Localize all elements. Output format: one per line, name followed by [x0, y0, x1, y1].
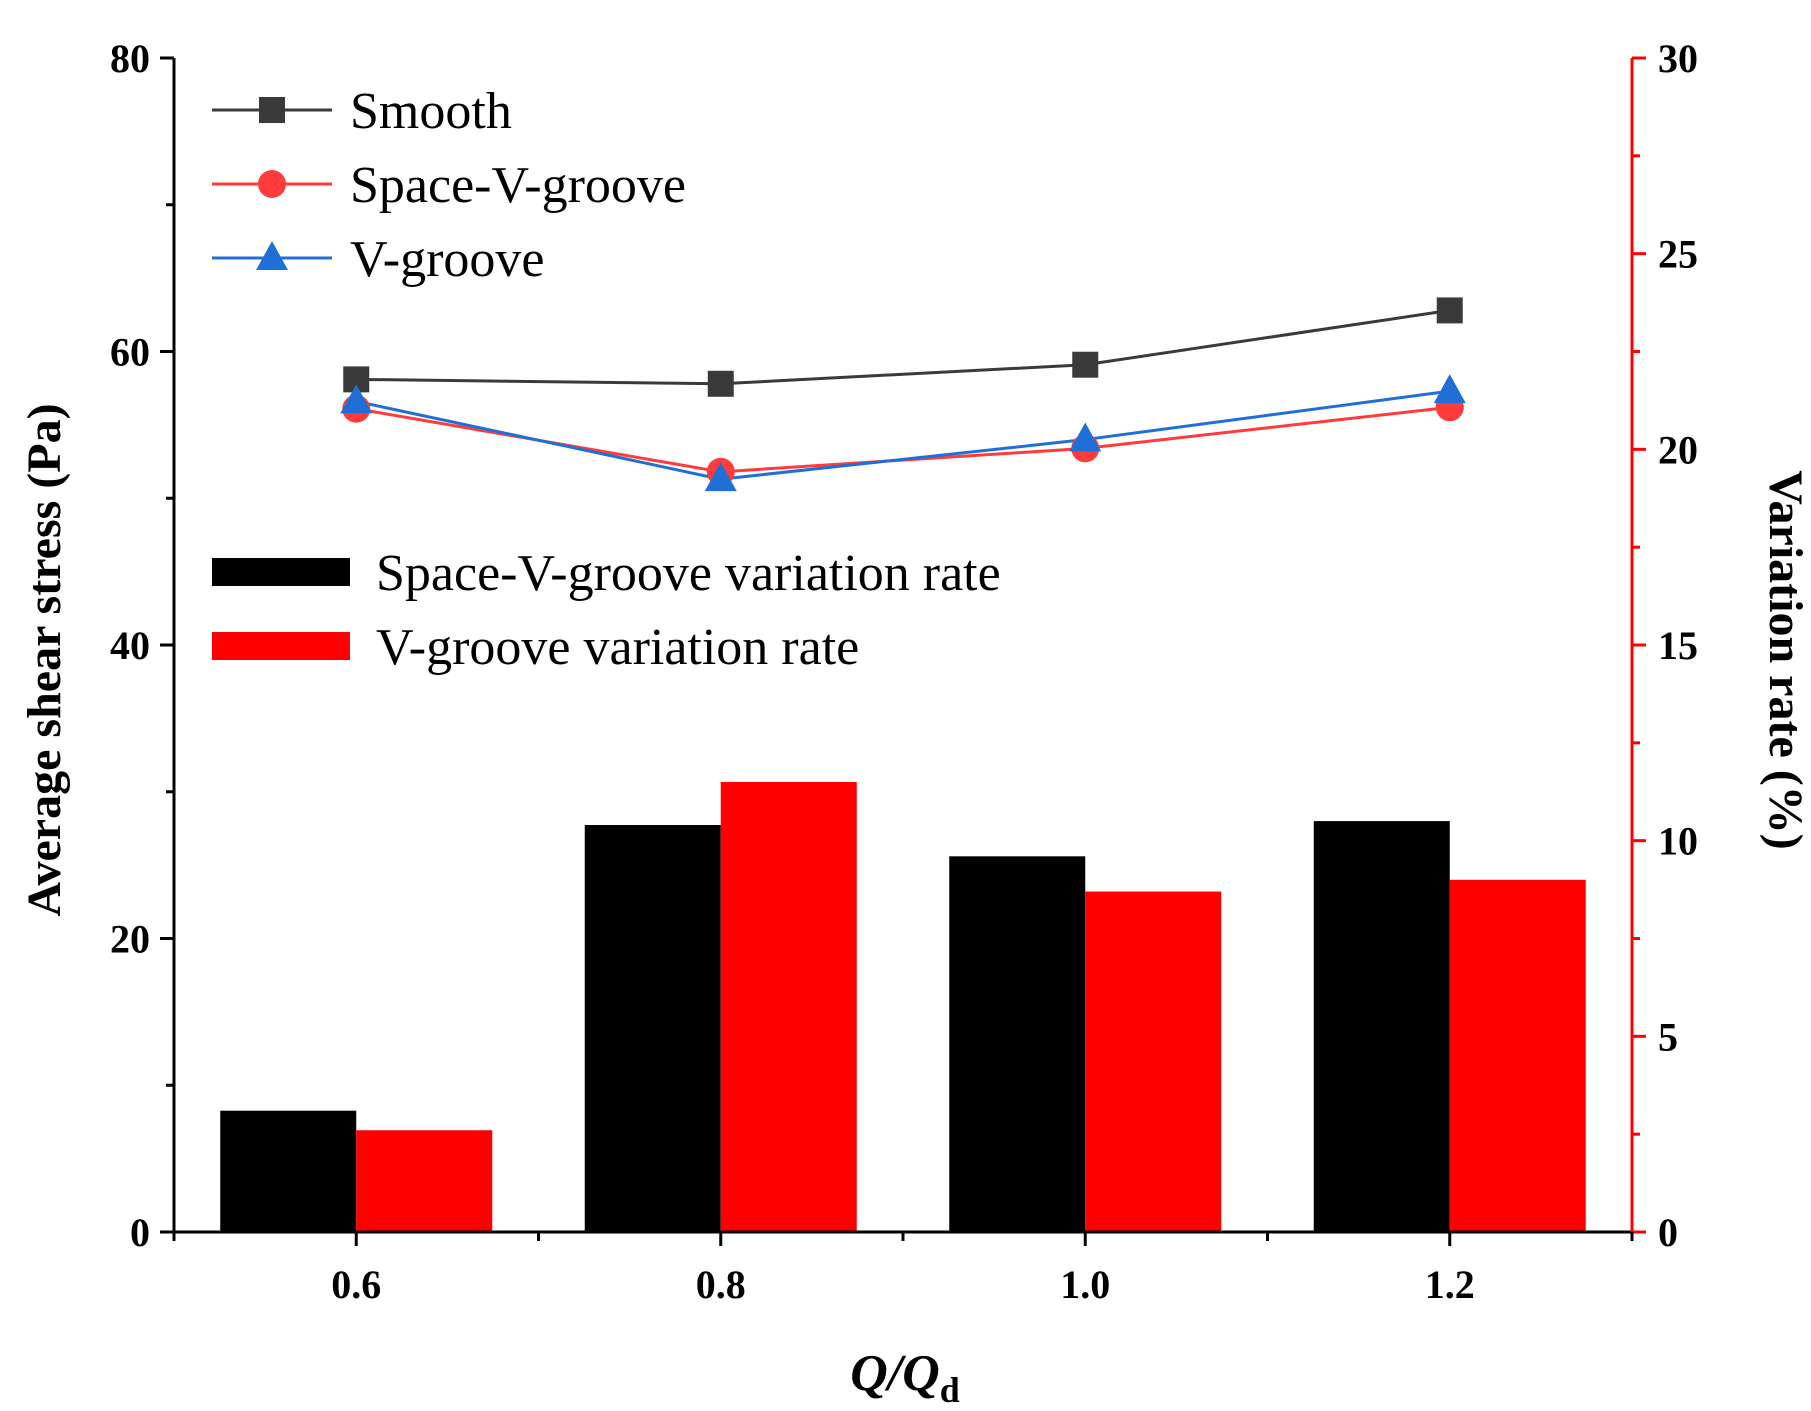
- y-left-tick-label: 20: [110, 917, 150, 962]
- line-smooth: [356, 308, 1450, 386]
- y-axis-right-title: Variation rate (%): [1759, 470, 1811, 849]
- legend-marker-smooth: [259, 97, 285, 123]
- legend-marker-v-groove: [256, 241, 288, 270]
- legend-swatch-space-v-groove-variation-rate: [212, 558, 350, 586]
- x-tick-label: 1.2: [1425, 1262, 1475, 1307]
- legend-marker-space-v-groove: [258, 170, 286, 198]
- bar-v-groove-2: [1085, 891, 1222, 1232]
- y-left-tick-label: 60: [110, 330, 150, 375]
- legend: Smooth Space-V-groove V-groove Space-V-groo…: [212, 83, 1001, 676]
- x-axis-title: Q/Qd: [850, 1345, 960, 1410]
- y-right-tick-label: 10: [1658, 819, 1698, 864]
- point-v-groove-2: [1069, 422, 1102, 452]
- legend-label-smooth: Smooth: [350, 83, 512, 140]
- y-right-tick-label: 0: [1658, 1210, 1678, 1255]
- x-axis-title-subscript: d: [940, 1370, 960, 1410]
- legend-label-space-v-groove: Space-V-groove: [350, 157, 686, 214]
- bar-space-v-groove-2: [949, 856, 1086, 1232]
- bar-space-v-groove-0: [220, 1110, 357, 1232]
- y-right-tick-label: 25: [1658, 232, 1698, 277]
- y-right-tick-label: 30: [1658, 36, 1698, 81]
- y-left-tick-label: 80: [110, 36, 150, 81]
- legend-swatch-v-groove-variation-rate: [212, 632, 350, 660]
- legend-label-v-groove-variation-rate: V-groove variation rate: [376, 619, 859, 676]
- x-tick-label: 0.6: [331, 1262, 381, 1307]
- bar-space-v-groove-3: [1313, 821, 1450, 1232]
- legend-label-v-groove: V-groove: [350, 231, 545, 288]
- y-right-tick-label: 15: [1658, 623, 1698, 668]
- bar-layer: [220, 781, 1586, 1232]
- bar-v-groove-0: [356, 1130, 493, 1232]
- point-v-groove-3: [1433, 374, 1466, 404]
- point-smooth-1: [707, 370, 734, 397]
- point-smooth-3: [1436, 297, 1463, 324]
- bar-v-groove-3: [1449, 879, 1586, 1232]
- x-tick-label: 0.8: [696, 1262, 746, 1307]
- legend-label-space-v-groove-variation-rate: Space-V-groove variation rate: [376, 545, 1001, 602]
- x-tick-label: 1.0: [1060, 1262, 1110, 1307]
- bar-v-groove-1: [720, 781, 857, 1232]
- point-v-groove-1: [704, 462, 737, 492]
- line-v-groove: [355, 389, 1450, 481]
- y-left-tick-label: 0: [130, 1210, 150, 1255]
- y-right-tick-label: 5: [1658, 1014, 1678, 1059]
- line-layer: [340, 297, 1466, 492]
- y-right-tick-label: 20: [1658, 427, 1698, 472]
- y-axis-left-title: Average shear stress (Pa): [18, 403, 71, 916]
- x-axis-title-main: Q/Q: [850, 1345, 940, 1402]
- axes-layer: 0 20 40 60 80 0 5 10 15 20 25 30 0.6 0.8 1.0 1.2: [110, 36, 1698, 1307]
- y-left-tick-label: 40: [110, 623, 150, 668]
- axis-titles: Average shear stress (Pa) Variation rate…: [18, 403, 1811, 1410]
- line-space-v-groove: [355, 405, 1450, 474]
- point-smooth-2: [1072, 351, 1099, 378]
- point-v-groove-0: [340, 384, 373, 414]
- bar-space-v-groove-1: [584, 825, 721, 1232]
